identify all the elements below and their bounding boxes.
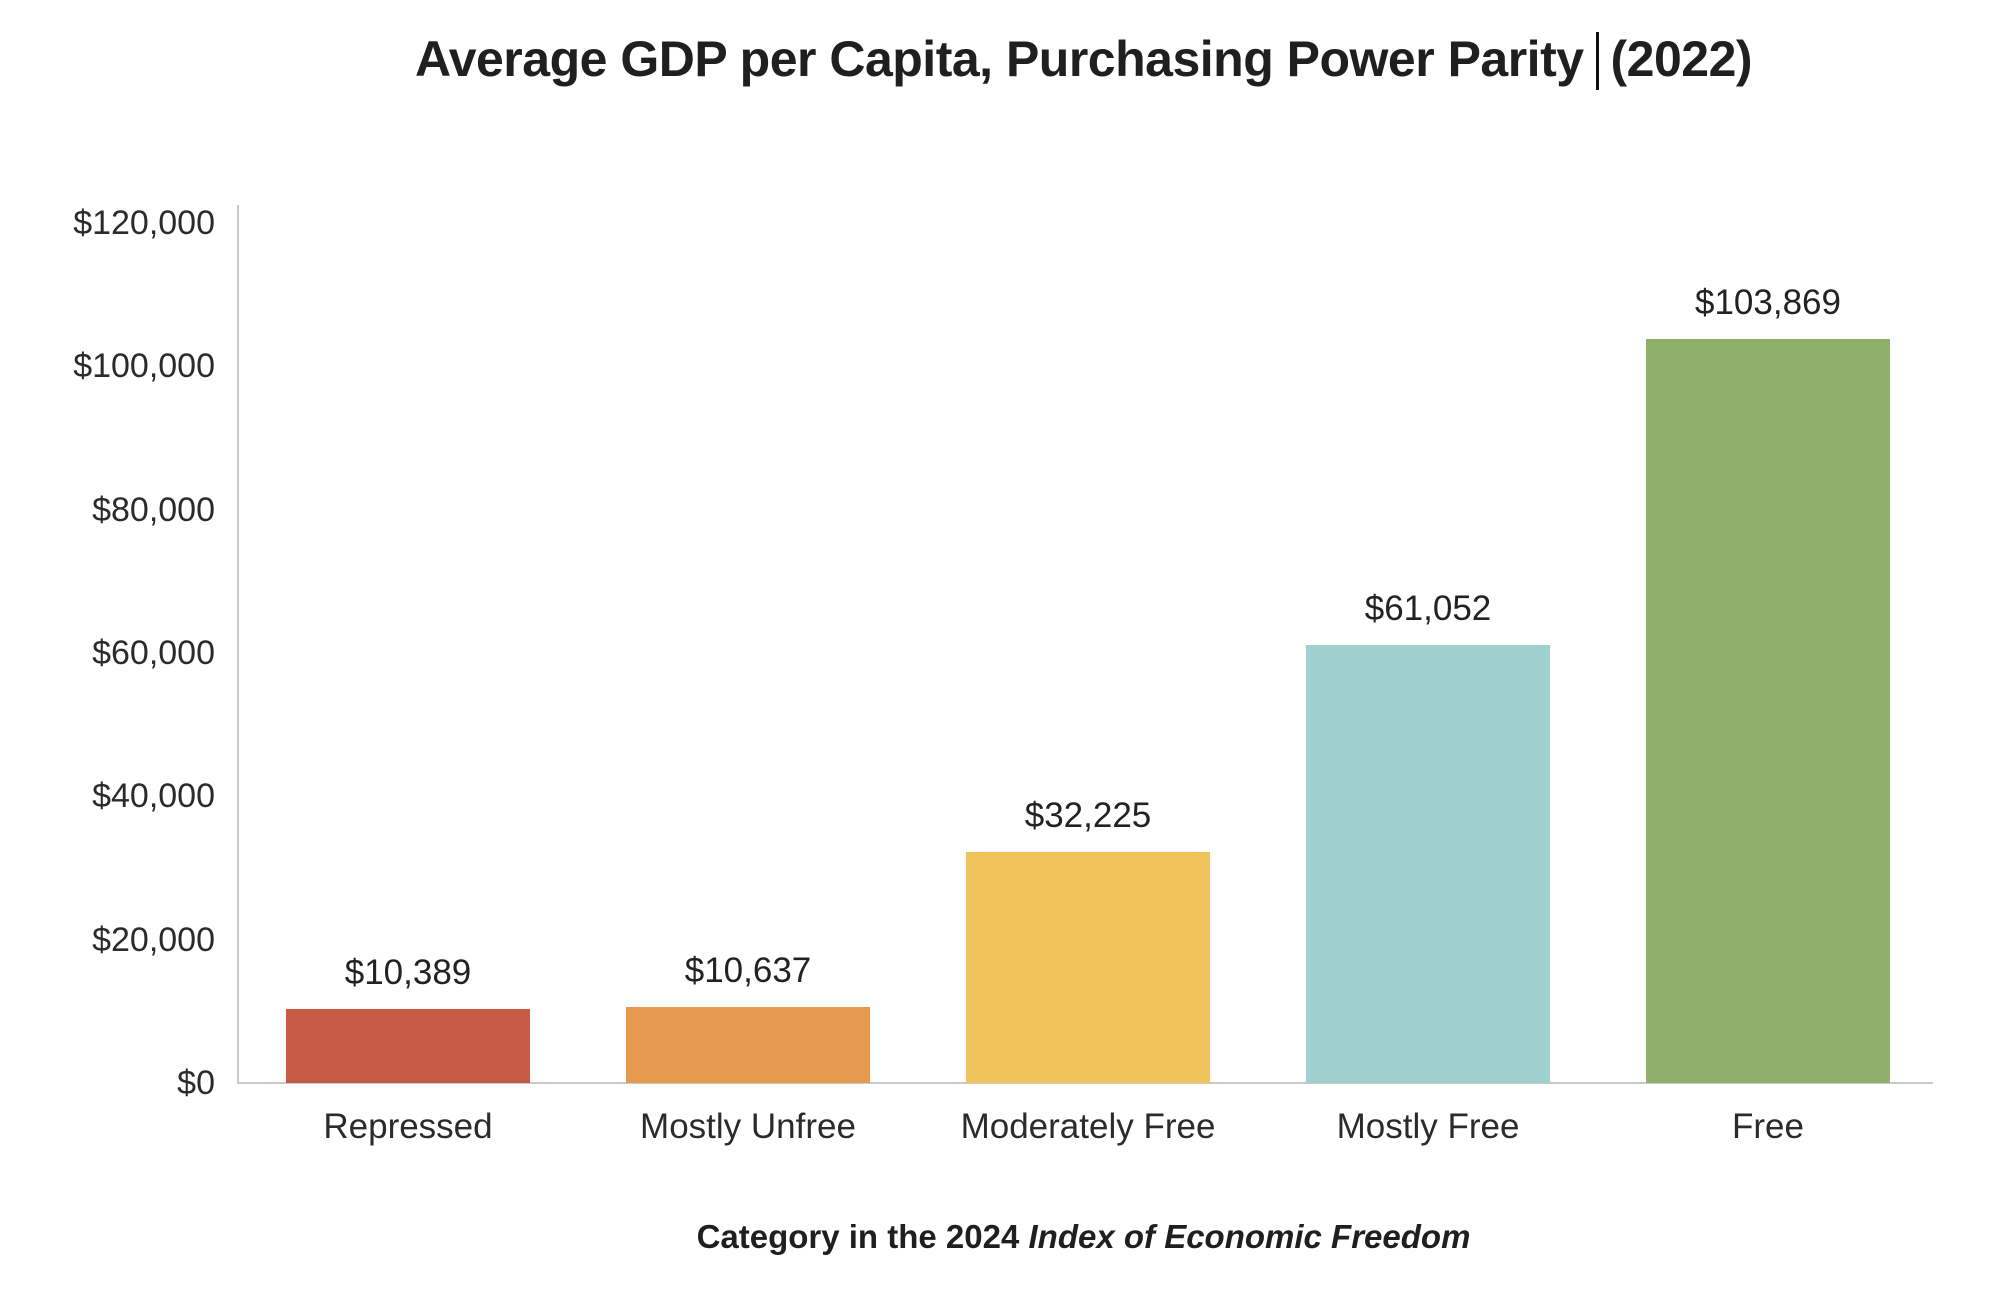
bar-mostly-unfree <box>626 1007 870 1083</box>
y-axis: $0 $20,000 $40,000 $60,000 $80,000 $100,000 $1… <box>0 0 215 1314</box>
bar-value-label: $10,389 <box>344 953 472 992</box>
y-axis-tick-label: $100,000 <box>73 347 215 386</box>
chart-title-year: (2022) <box>1610 31 1753 87</box>
bar-value-label: $10,637 <box>684 951 812 990</box>
chart-title-text: Average GDP per Capita, Purchasing Power… <box>414 31 1584 87</box>
x-axis-category-label: Free <box>1732 1107 1804 1146</box>
x-axis-title-normal: Category in the 2024 <box>696 1218 1029 1255</box>
plot-area: $10,389 Repressed $10,637 Mostly Unfree $32,… <box>237 205 1930 1146</box>
bar-value-label: $103,869 <box>1695 283 1841 322</box>
x-axis-title: Category in the 2024 Index of Economic F… <box>237 1218 1930 1256</box>
bar-value-label: $61,052 <box>1364 589 1492 628</box>
x-axis-title-italic: Index of Economic Freedom <box>1028 1218 1471 1255</box>
y-axis-tick-label: $0 <box>177 1064 215 1102</box>
bar-slot-free: $103,869 Free <box>1598 205 1938 1146</box>
y-axis-tick-label: $60,000 <box>92 634 215 672</box>
bar-moderately-free <box>966 852 1210 1083</box>
bar-free <box>1646 339 1890 1083</box>
bar-slot-repressed: $10,389 Repressed <box>238 205 578 1146</box>
y-axis-tick-label: $20,000 <box>92 920 215 959</box>
x-axis-category-label: Moderately Free <box>960 1107 1216 1146</box>
y-axis-tick-label: $120,000 <box>73 204 215 242</box>
bar-mostly-free <box>1306 645 1550 1083</box>
chart-title: Average GDP per Capita, Purchasing Power… <box>237 30 1930 92</box>
text-cursor <box>1595 31 1599 90</box>
y-axis-line <box>237 205 239 1083</box>
x-axis-category-label: Mostly Free <box>1336 1107 1520 1146</box>
bar-slot-mostly-unfree: $10,637 Mostly Unfree <box>578 205 918 1146</box>
bar-slot-moderately-free: $32,225 Moderately Free <box>918 205 1258 1146</box>
bar-value-label: $32,225 <box>1024 796 1152 835</box>
bar-slot-mostly-free: $61,052 Mostly Free <box>1258 205 1598 1146</box>
y-axis-tick-label: $40,000 <box>92 777 215 816</box>
bar-repressed <box>286 1009 530 1083</box>
x-axis-line <box>237 1082 1933 1084</box>
x-axis-category-label: Mostly Unfree <box>640 1107 856 1146</box>
x-axis-category-label: Repressed <box>323 1107 493 1146</box>
y-axis-tick-label: $80,000 <box>92 490 215 529</box>
